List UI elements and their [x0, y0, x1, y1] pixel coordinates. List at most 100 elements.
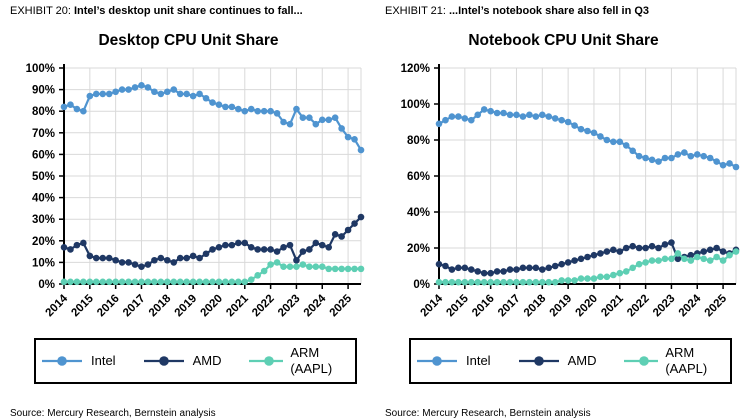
arm-aapl-data-point	[351, 265, 358, 273]
amd-data-point	[176, 254, 184, 262]
intel-data-point	[629, 147, 636, 155]
intel-data-point	[539, 111, 546, 119]
amd-data-point	[318, 241, 326, 249]
intel-series	[60, 81, 365, 154]
intel-data-point	[532, 113, 540, 120]
arm-aapl-data-point	[318, 263, 326, 271]
y-tick-label: 20%	[407, 243, 430, 255]
amd-data-point	[500, 268, 507, 275]
y-tick-label: 90%	[32, 85, 55, 97]
amd-data-point	[267, 246, 274, 253]
intel-data-point	[118, 86, 126, 93]
amd-data-point	[648, 242, 656, 250]
intel-data-point	[616, 138, 624, 146]
x-tick-label: 2021	[224, 292, 251, 319]
desktop-chart-legend: Intel AMD ARM (AAPL)	[34, 338, 357, 384]
x-tick-label: 2022	[625, 293, 652, 320]
amd-data-point	[564, 259, 572, 266]
intel-series	[435, 106, 740, 171]
amd-data-point	[474, 268, 482, 275]
amd-data-point	[493, 268, 501, 275]
arm-aapl-data-point	[273, 259, 281, 266]
arm-aapl-data-point	[299, 261, 307, 268]
amd-data-point	[706, 246, 714, 254]
intel-data-point	[467, 116, 475, 124]
arm-aapl-data-point	[480, 278, 488, 286]
amd-data-point	[260, 246, 268, 253]
intel-data-point	[357, 146, 365, 154]
amd-data-point	[151, 256, 158, 264]
x-tick-label: 2016	[95, 293, 122, 320]
y-tick-label: 50%	[32, 171, 55, 183]
arm-aapl-data-point	[92, 278, 100, 286]
intel-data-point	[176, 90, 184, 98]
arm-aapl-data-point	[635, 260, 643, 268]
arm-aapl-data-point	[558, 277, 565, 284]
y-tick-label: 0%	[38, 279, 55, 291]
amd-data-point	[655, 244, 662, 252]
amd-data-point	[642, 244, 649, 252]
x-tick-label: 2020	[198, 293, 225, 320]
arm-aapl-data-point	[293, 263, 300, 271]
amd-data-point	[661, 241, 669, 248]
intel-data-point	[189, 92, 197, 100]
arm-aapl-data-point	[118, 278, 126, 286]
intel-data-point	[461, 115, 469, 122]
intel-data-point	[222, 103, 229, 111]
intel-data-point	[571, 122, 578, 129]
x-tick-label: 2019	[548, 293, 575, 320]
arm-aapl-data-point	[105, 278, 113, 286]
intel-data-point	[344, 133, 352, 141]
amd-data-point	[590, 251, 598, 259]
y-tick-label: 100%	[26, 63, 55, 75]
amd-data-point	[144, 261, 152, 268]
intel-data-point	[480, 106, 488, 113]
amd-data-point	[170, 259, 178, 266]
amd-data-point	[235, 239, 242, 247]
amd-data-point	[674, 255, 682, 263]
arm-aapl-data-point	[209, 278, 216, 286]
intel-data-point	[687, 152, 695, 160]
intel-data-point	[286, 120, 294, 128]
arm-aapl-data-point	[706, 257, 714, 264]
arm-aapl-data-point	[603, 273, 611, 281]
intel-data-point	[312, 120, 320, 128]
intel-data-point	[668, 154, 675, 162]
arm-aapl-data-point	[312, 263, 320, 271]
amd-data-point	[584, 253, 591, 261]
intel-data-point	[493, 109, 501, 117]
arm-aapl-data-point	[500, 278, 507, 286]
intel-data-point	[164, 88, 171, 96]
amd-data-point	[351, 220, 358, 227]
arm-aapl-data-point	[189, 278, 197, 286]
arm-aapl-data-point	[280, 263, 287, 271]
arm-aapl-data-point	[629, 264, 636, 272]
arm-aapl-data-point	[60, 278, 68, 286]
amd-data-point	[306, 246, 313, 253]
intel-data-point	[590, 129, 598, 137]
amd-data-point	[461, 264, 469, 272]
x-tick-label: 2015	[69, 292, 96, 319]
arm-aapl-data-point	[493, 278, 501, 286]
amd-data-point	[448, 266, 456, 273]
amd-data-point	[635, 244, 643, 252]
arm-aapl-data-point	[286, 263, 294, 271]
y-tick-label: 60%	[32, 149, 55, 161]
intel-data-point	[442, 116, 449, 124]
legend-item-amd: AMD	[517, 353, 596, 369]
arm-aapl-data-point	[681, 255, 688, 263]
intel-data-point	[99, 90, 107, 98]
amd-data-point	[344, 226, 352, 234]
intel-data-point	[228, 103, 236, 111]
amd-data-point	[603, 248, 611, 255]
intel-data-point	[183, 90, 190, 98]
arm-aapl-data-point	[597, 273, 604, 281]
intel-data-point	[67, 101, 74, 109]
amd-data-point	[99, 254, 107, 262]
notebook-chart-title: Notebook CPU Unit Share	[468, 32, 659, 49]
amd-data-point	[189, 252, 197, 260]
intel-data-point	[474, 111, 482, 119]
amd-data-point	[125, 259, 132, 266]
arm-aapl-data-point	[461, 278, 469, 286]
